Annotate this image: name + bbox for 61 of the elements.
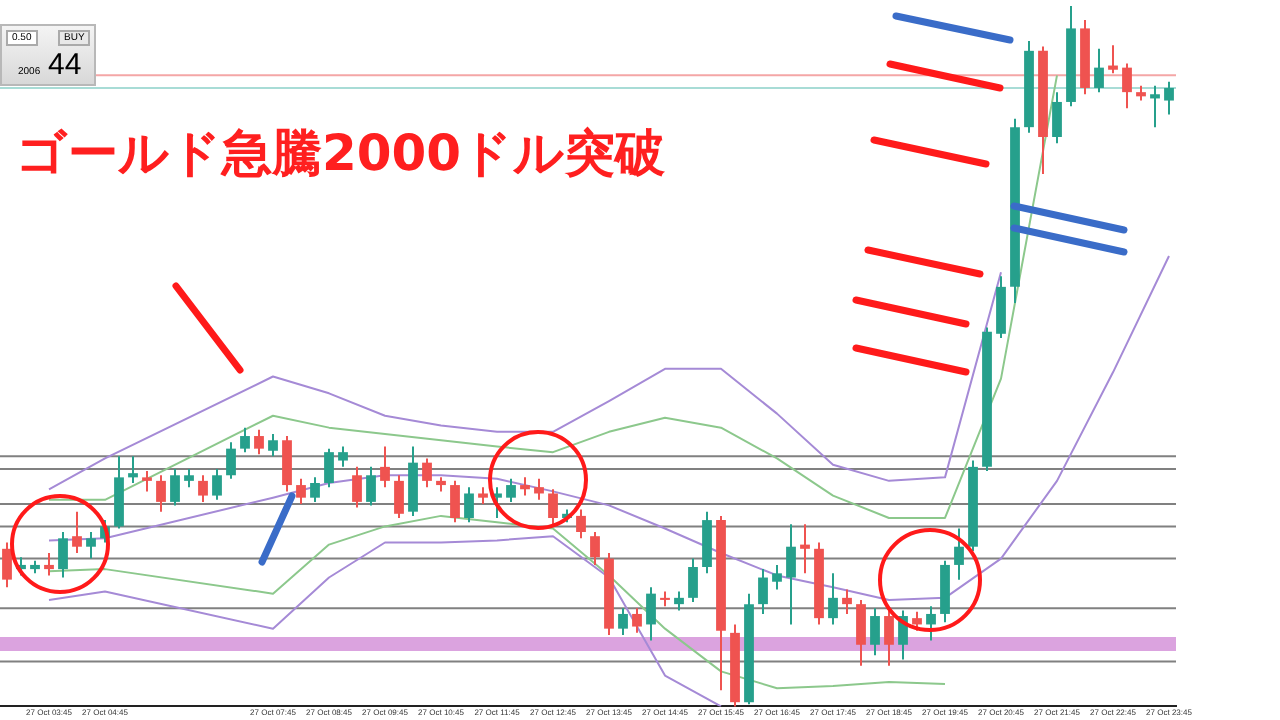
candlestick <box>786 523 796 626</box>
candlestick <box>548 488 558 528</box>
candlestick <box>576 508 586 540</box>
candlestick <box>310 476 320 503</box>
candlestick <box>352 465 362 509</box>
candlestick <box>380 445 390 489</box>
candlestick <box>450 479 460 524</box>
candlestick <box>422 457 432 489</box>
candlestick <box>254 428 264 456</box>
candlestick <box>674 590 684 612</box>
candlestick <box>226 441 236 480</box>
candlestick <box>534 477 544 501</box>
candlestick <box>758 568 768 615</box>
candlestick <box>86 531 96 560</box>
candlestick <box>926 605 936 642</box>
annotation: 44 <box>48 48 82 82</box>
candlestick <box>954 527 964 581</box>
candlestick <box>870 607 880 657</box>
candlestick <box>142 470 152 493</box>
candlestick <box>1094 47 1104 94</box>
candlestick <box>324 447 334 489</box>
candlestick <box>156 474 166 513</box>
candlestick <box>1122 62 1132 110</box>
candlestick <box>618 607 628 636</box>
candlestick <box>128 455 138 484</box>
candlestick <box>268 432 278 458</box>
candlestick <box>1052 91 1062 145</box>
candlestick <box>282 435 292 493</box>
candlestick <box>2 541 12 589</box>
candlestick <box>912 610 922 632</box>
candlestick <box>506 477 516 503</box>
candlestick <box>800 523 810 575</box>
candlestick <box>394 474 404 519</box>
candlestick <box>856 598 866 667</box>
candlestick <box>184 467 194 489</box>
candlestick <box>632 607 642 634</box>
candlestick <box>702 510 712 575</box>
candlestick <box>590 531 600 566</box>
candlestick <box>44 552 54 577</box>
candlestick <box>772 563 782 591</box>
candlestick <box>240 426 250 454</box>
candlestick <box>72 510 82 555</box>
candlestick <box>884 609 894 667</box>
candlestick <box>464 486 474 524</box>
candlestick <box>1108 44 1118 75</box>
candlestick <box>170 467 180 507</box>
candlestick <box>1150 84 1160 129</box>
candlestick <box>520 476 530 497</box>
candlestick <box>646 586 656 642</box>
candlestick <box>296 477 306 505</box>
candlestick <box>828 572 838 626</box>
text: ゴールド急騰2000ドル突破 <box>16 122 666 186</box>
candlestick <box>58 531 68 579</box>
candlestick <box>338 445 348 468</box>
candlestick <box>366 465 376 507</box>
candlestick <box>1164 80 1174 116</box>
candlestick <box>212 467 222 501</box>
candlestick <box>198 474 208 503</box>
candlestick <box>688 557 698 604</box>
candlestick <box>842 588 852 615</box>
candlestick <box>996 275 1006 339</box>
